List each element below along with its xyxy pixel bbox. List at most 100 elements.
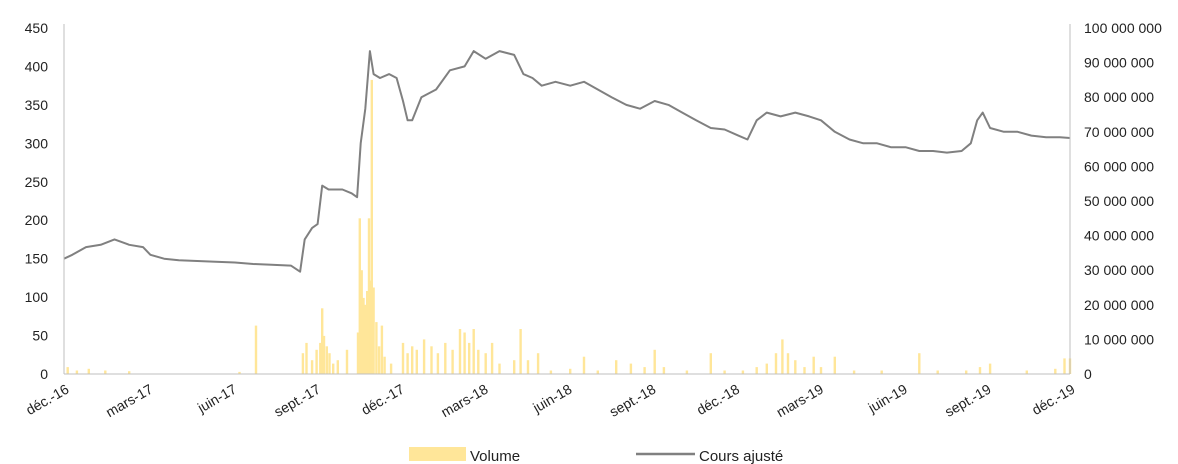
volume-bar — [978, 367, 982, 374]
volume-bar — [238, 371, 241, 374]
volume-bar — [389, 363, 393, 374]
volume-bar — [362, 297, 365, 374]
y-left-tick-label: 450 — [25, 20, 49, 36]
y-right-tick-label: 50 000 000 — [1084, 193, 1154, 209]
y-right-tick-label: 30 000 000 — [1084, 262, 1154, 278]
volume-bar — [1063, 358, 1066, 374]
plot-area — [63, 50, 1072, 375]
y-left-tick-label: 200 — [25, 212, 49, 228]
volume-bar — [356, 332, 360, 374]
y-right-tick-label: 0 — [1084, 366, 1092, 382]
volume-bar — [451, 349, 454, 374]
volume-bar — [364, 304, 367, 374]
y-left-tick-label: 300 — [25, 135, 49, 151]
volume-bar — [463, 332, 466, 374]
volume-bar — [254, 325, 258, 374]
x-tick-label: sept.-19 — [942, 381, 994, 420]
volume-bar — [852, 370, 856, 374]
volume-bar — [629, 363, 633, 374]
x-tick-label: mars-18 — [438, 381, 491, 421]
volume-bar — [325, 346, 328, 374]
volume-bar — [526, 360, 530, 374]
y-left-tick-label: 150 — [25, 251, 49, 267]
volume-bar — [332, 363, 335, 374]
x-tick-label: sept.-17 — [271, 381, 323, 420]
x-tick-label: mars-17 — [103, 381, 156, 421]
volume-bar — [536, 353, 540, 374]
volume-bar — [965, 370, 968, 374]
price-series — [63, 50, 1071, 273]
volume-bar — [685, 370, 689, 374]
volume-bar — [936, 370, 939, 374]
volume-bar — [66, 367, 69, 374]
y-left-tick-label: 100 — [25, 289, 49, 305]
volume-bar — [319, 342, 322, 374]
y-right-tick-label: 90 000 000 — [1084, 55, 1154, 71]
y-left-tick-label: 50 — [32, 328, 48, 344]
volume-bar — [315, 349, 318, 374]
volume-series — [66, 79, 1072, 375]
volume-bar — [383, 356, 386, 374]
volume-bar — [87, 368, 90, 374]
volume-bar — [370, 79, 373, 375]
volume-bar — [794, 360, 797, 374]
volume-bar — [643, 367, 646, 374]
volume-bar — [377, 346, 381, 374]
volume-bar — [755, 367, 758, 374]
volume-bar — [305, 342, 308, 374]
volume-bar — [1025, 370, 1028, 374]
volume-bar — [411, 346, 414, 374]
volume-bar — [366, 291, 369, 374]
x-tick-label: déc.-16 — [23, 381, 72, 418]
volume-bar — [360, 270, 363, 374]
y-left-tick-label: 0 — [40, 366, 48, 382]
volume-bar — [765, 363, 768, 374]
volume-bar — [819, 367, 823, 374]
volume-bar — [569, 368, 572, 374]
volume-bar — [367, 218, 371, 374]
y-axis-right-ticks: 0 10 000 000 20 000 000 30 000 000 40 000 00… — [1084, 20, 1162, 382]
volume-bar — [709, 353, 712, 374]
volume-bar — [1054, 368, 1057, 374]
y-right-tick-label: 10 000 000 — [1084, 331, 1154, 347]
volume-bar — [380, 325, 384, 374]
volume-bar — [477, 349, 480, 374]
y-axis-left-ticks: 0 50 100 150 200 250 300 350 400 450 — [25, 20, 49, 382]
volume-bar — [596, 370, 599, 374]
x-tick-label: déc.-18 — [694, 381, 743, 418]
y-left-tick-label: 250 — [25, 174, 49, 190]
x-tick-label: juin-17 — [194, 381, 239, 416]
volume-bar — [498, 363, 501, 374]
axes — [63, 24, 1071, 375]
volume-bar — [662, 367, 666, 374]
volume-bar — [128, 371, 131, 374]
volume-bar — [345, 349, 349, 374]
volume-bar — [75, 370, 79, 374]
volume-bar — [833, 356, 836, 374]
volume-bar — [812, 356, 815, 374]
x-tick-label: juin-19 — [865, 381, 910, 416]
volume-bar — [786, 353, 790, 374]
volume-bar — [468, 342, 471, 374]
volume-bar — [615, 360, 618, 374]
volume-bar — [372, 287, 375, 374]
volume-bar — [458, 329, 462, 374]
volume-bar — [444, 342, 447, 374]
volume-bar — [436, 353, 440, 374]
y-right-tick-label: 20 000 000 — [1084, 297, 1154, 313]
y-left-tick-label: 400 — [25, 58, 49, 74]
volume-bar — [336, 360, 339, 374]
volume-bar — [358, 218, 361, 374]
volume-bar — [803, 367, 806, 374]
legend-volume-label: Volume — [470, 448, 520, 464]
x-tick-label: déc.-19 — [1029, 381, 1078, 418]
volume-bar — [513, 360, 516, 374]
y-right-tick-label: 60 000 000 — [1084, 158, 1154, 174]
volume-bar — [723, 370, 726, 374]
volume-bar — [774, 353, 778, 374]
y-right-tick-label: 100 000 000 — [1084, 20, 1162, 36]
legend-price-label: Cours ajusté — [699, 448, 783, 464]
y-right-tick-label: 80 000 000 — [1084, 89, 1154, 105]
volume-bar — [322, 335, 326, 374]
